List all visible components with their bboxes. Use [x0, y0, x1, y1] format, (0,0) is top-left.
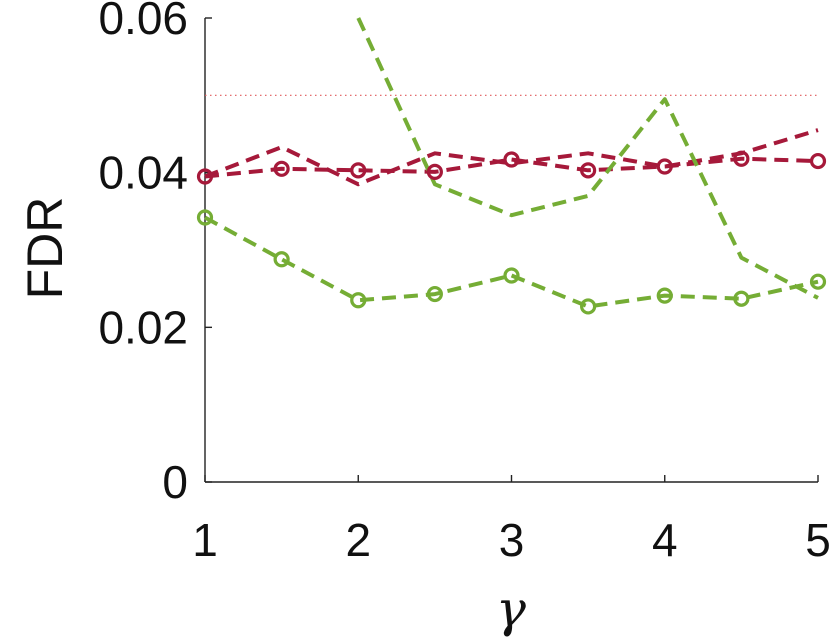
series-3-point-8 [809, 273, 827, 290]
x-tick-label-1: 2 [345, 514, 371, 566]
series-1-point-7 [733, 150, 750, 167]
series-1-point-8 [809, 152, 827, 170]
markers-layer [196, 150, 827, 315]
series-3-point-4 [503, 267, 520, 284]
series-1-point-6 [656, 158, 673, 175]
x-tick-label-3: 4 [652, 514, 678, 566]
series-line-3 [204, 215, 819, 309]
axis-ticks [204, 17, 819, 483]
series-3-point-1 [273, 251, 290, 268]
y-tick-label-3: 0.06 [98, 0, 188, 44]
series-1-point-3 [426, 163, 443, 180]
series-1-point-5 [580, 162, 597, 179]
x-axis-label: γ [496, 580, 526, 638]
series-3-point-5 [580, 298, 597, 315]
x-tick-label-2: 3 [499, 514, 525, 566]
y-tick-label-1: 0.02 [98, 301, 188, 353]
series-layer [204, 17, 819, 309]
plot-area: 1 2 3 4 5 0 0.02 0.04 0.06 [98, 0, 830, 566]
series-3-point-0 [196, 209, 214, 226]
series-1-point-2 [350, 162, 367, 179]
series-line-1 [204, 156, 819, 179]
tick-labels: 1 2 3 4 5 0 0.02 0.04 0.06 [98, 0, 830, 566]
series-line-2 [356, 17, 819, 300]
series-3-point-3 [426, 285, 443, 303]
series-1-point-1 [273, 160, 290, 177]
series-line-0 [204, 128, 819, 187]
series-1-point-4 [503, 151, 520, 168]
series-3-point-6 [656, 287, 673, 304]
series-3-point-7 [733, 290, 750, 307]
y-tick-label-2: 0.04 [98, 147, 188, 199]
y-axis-label: FDR [17, 197, 73, 300]
y-tick-label-0: 0 [162, 456, 188, 508]
x-tick-label-4: 5 [805, 514, 830, 566]
x-tick-label-0: 1 [192, 514, 218, 566]
series-1-point-0 [196, 168, 214, 185]
series-3-point-2 [350, 292, 367, 309]
